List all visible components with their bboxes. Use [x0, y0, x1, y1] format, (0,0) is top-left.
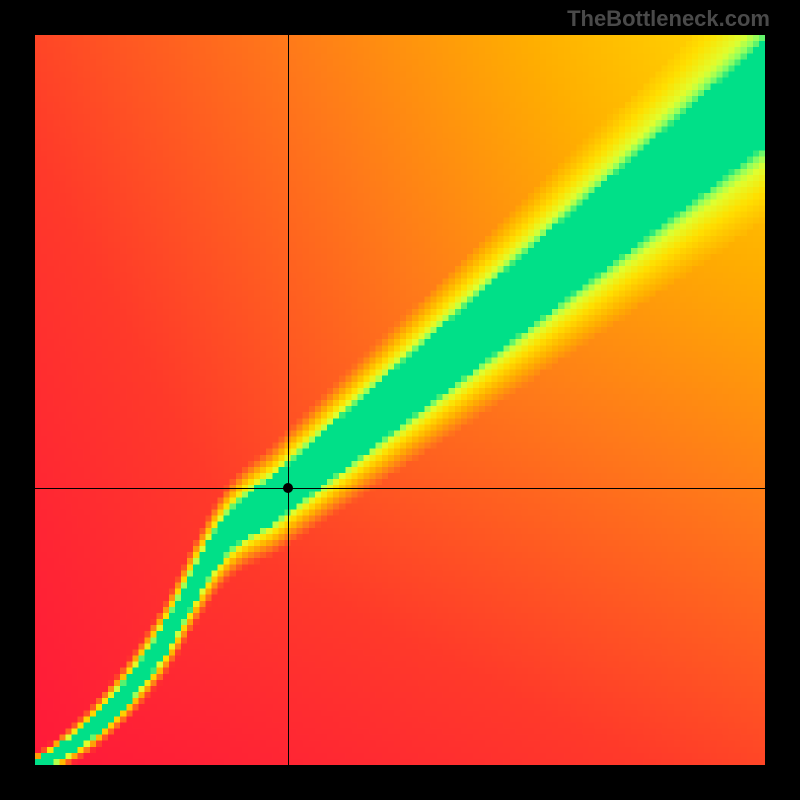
crosshair-vertical [288, 35, 289, 765]
plot-area [35, 35, 765, 765]
marker-dot [283, 483, 293, 493]
watermark-text: TheBottleneck.com [567, 6, 770, 32]
heatmap-canvas [35, 35, 765, 765]
crosshair-horizontal [35, 488, 765, 489]
